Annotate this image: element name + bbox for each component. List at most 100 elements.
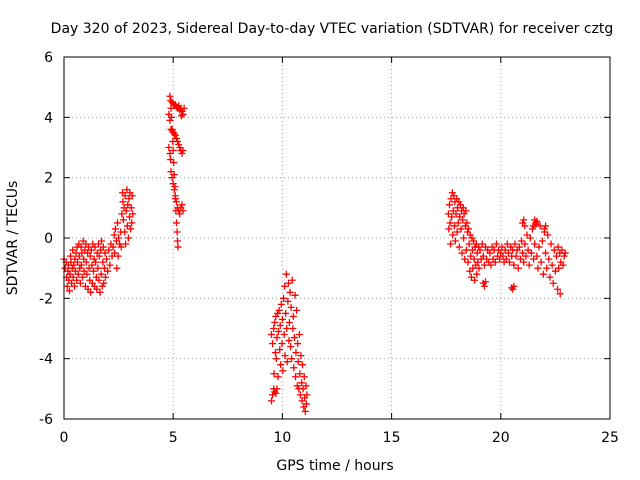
data-point: [454, 219, 462, 227]
data-point: [445, 201, 453, 209]
data-point: [176, 144, 184, 151]
data-point: [103, 255, 111, 263]
data-point: [292, 349, 300, 357]
data-point: [122, 207, 130, 215]
data-point: [166, 116, 174, 124]
data-point: [87, 288, 95, 296]
data-point: [298, 361, 306, 369]
data-point: [278, 340, 286, 348]
chart-title: Day 320 of 2023, Sidereal Day-to-day VTE…: [51, 21, 614, 37]
data-point: [115, 234, 123, 242]
data-point: [486, 249, 494, 257]
data-point: [270, 370, 278, 378]
data-point: [129, 210, 137, 218]
data-point: [124, 201, 132, 209]
data-point: [116, 240, 124, 248]
data-point: [509, 285, 517, 293]
data-point: [467, 273, 475, 281]
data-point: [520, 216, 528, 224]
data-point: [167, 104, 175, 112]
data-point: [448, 213, 456, 221]
data-point: [66, 270, 74, 278]
data-point: [303, 391, 311, 399]
data-point: [521, 240, 529, 248]
data-point: [450, 222, 458, 230]
data-point: [512, 252, 520, 260]
data-point: [290, 334, 298, 342]
data-point: [95, 276, 103, 284]
data-point: [537, 258, 545, 266]
data-point: [284, 297, 292, 305]
data-point: [460, 234, 468, 242]
data-point: [496, 255, 504, 263]
data-point: [69, 273, 77, 281]
data-point: [122, 240, 130, 248]
data-point: [63, 282, 71, 290]
data-point: [461, 222, 469, 230]
data-point: [302, 382, 310, 390]
data-point: [471, 276, 479, 284]
data-point: [128, 219, 136, 227]
data-point: [549, 279, 557, 287]
data-point: [110, 231, 118, 239]
data-point: [287, 303, 295, 311]
y-tick-label: 6: [44, 50, 53, 66]
data-point: [274, 309, 282, 317]
data-point: [524, 246, 532, 254]
data-point: [474, 258, 482, 266]
data-point: [446, 219, 454, 227]
data-point: [457, 225, 465, 233]
data-point: [475, 264, 483, 272]
data-point: [281, 352, 289, 360]
y-tick-label: 4: [44, 110, 53, 126]
data-point: [290, 364, 298, 372]
data-point: [285, 318, 293, 326]
data-point: [455, 243, 463, 251]
data-point: [267, 397, 275, 405]
data-point: [559, 261, 567, 269]
data-point: [113, 264, 121, 272]
data-point: [127, 204, 135, 212]
data-point: [77, 243, 85, 251]
data-point: [542, 222, 550, 230]
data-point: [542, 249, 550, 257]
data-point: [533, 252, 541, 260]
data-point: [100, 279, 108, 287]
data-point: [179, 207, 187, 215]
data-point: [166, 92, 174, 100]
data-point: [277, 300, 285, 308]
y-tick-label: -6: [39, 412, 53, 428]
data-point: [272, 389, 280, 397]
data-point: [462, 246, 470, 254]
data-point: [166, 150, 174, 158]
data-point: [551, 267, 559, 275]
data-point: [287, 343, 295, 351]
data-point: [296, 391, 304, 399]
grid-lines: [64, 57, 610, 419]
data-point: [170, 130, 178, 138]
data-point: [178, 201, 186, 209]
data-point: [478, 240, 486, 248]
data-point: [167, 156, 175, 164]
data-point: [74, 258, 82, 266]
data-point: [447, 240, 455, 248]
data-point: [482, 278, 490, 286]
data-point: [283, 325, 291, 332]
data-point: [300, 373, 308, 381]
data-point: [461, 255, 469, 263]
data-point: [165, 110, 173, 118]
data-point: [175, 140, 183, 148]
data-point: [123, 186, 131, 194]
data-point: [533, 217, 541, 225]
data-point: [171, 192, 179, 200]
data-point: [292, 373, 300, 381]
data-point: [276, 346, 284, 354]
data-point: [466, 267, 474, 275]
data-point: [534, 264, 542, 272]
data-point: [554, 243, 562, 251]
data-point: [547, 240, 555, 248]
data-point: [167, 168, 175, 176]
data-point: [499, 252, 507, 260]
data-point: [502, 255, 510, 263]
